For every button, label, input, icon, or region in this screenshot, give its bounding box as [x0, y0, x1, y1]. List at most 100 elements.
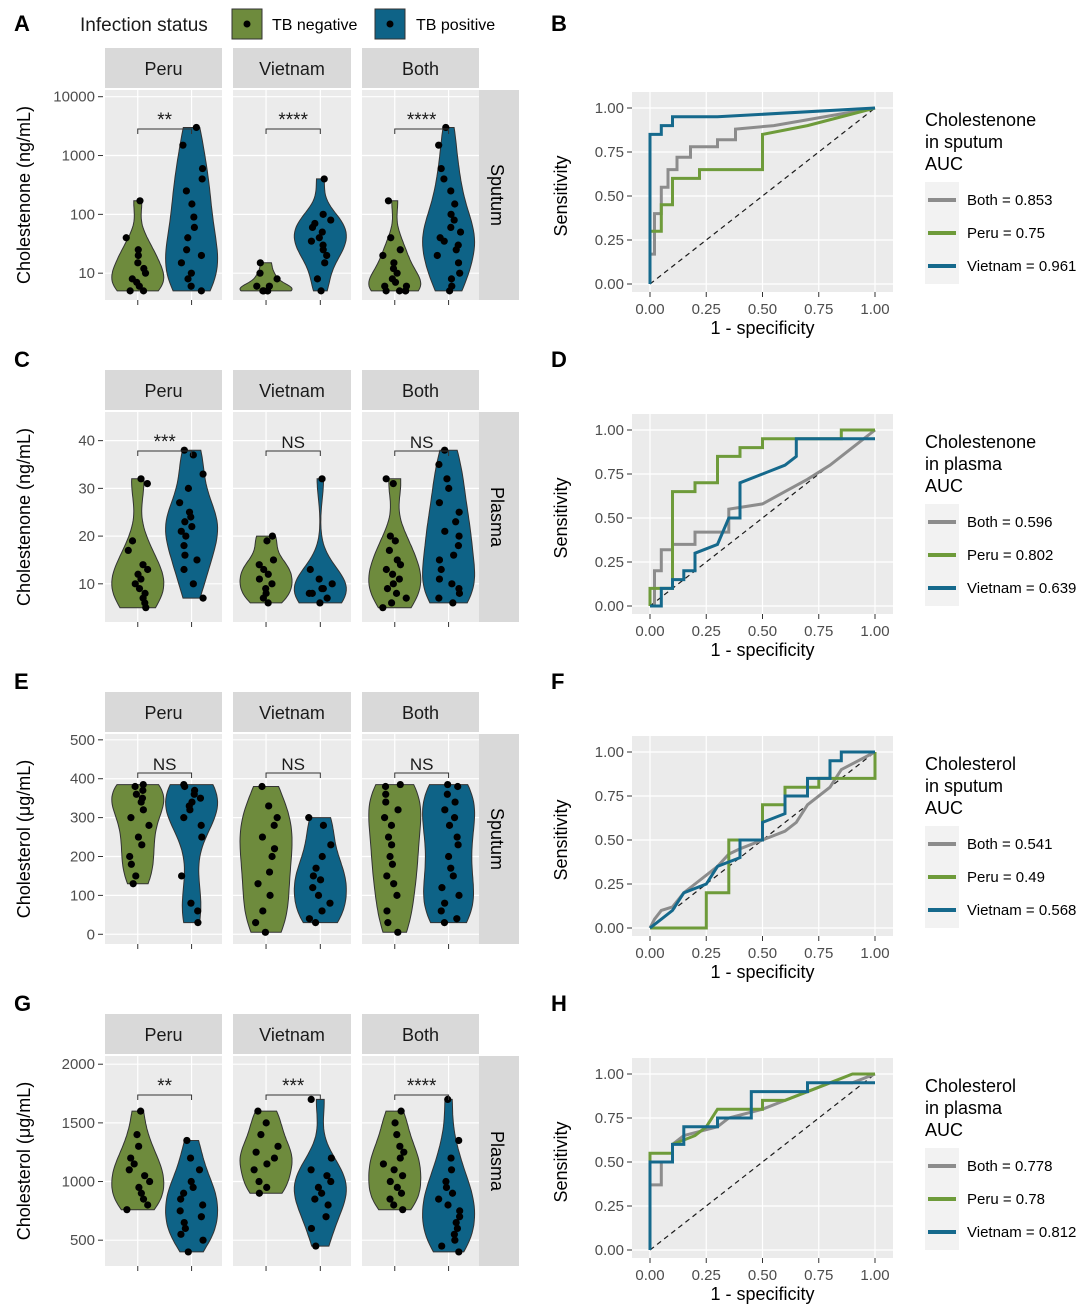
y-axis-label: Sensitivity	[551, 155, 571, 236]
data-point-positive	[199, 470, 207, 478]
data-point-positive	[188, 798, 196, 806]
data-point-negative	[265, 282, 273, 290]
data-point-negative	[138, 841, 146, 849]
data-point-negative	[383, 584, 392, 593]
data-point-positive	[314, 1183, 323, 1191]
data-point-negative	[396, 1154, 404, 1162]
data-point-positive	[199, 1236, 207, 1244]
data-point-positive	[194, 907, 202, 915]
data-point-negative	[255, 1189, 263, 1197]
data-point-negative	[126, 852, 134, 861]
data-point-positive	[312, 864, 320, 872]
y-tick-label: 10	[78, 265, 95, 282]
reference-diagonal	[649, 751, 876, 929]
data-point-positive	[328, 580, 336, 588]
data-point-positive	[437, 565, 445, 574]
significance-label: NS	[281, 433, 305, 452]
x-tick-label: 1.00	[860, 945, 889, 962]
roc-curve-vietnam	[648, 106, 876, 284]
data-point-negative	[396, 1142, 404, 1150]
roc-legend-label: Peru = 0.75	[967, 225, 1045, 242]
data-point-positive	[441, 806, 449, 814]
significance-bracket	[394, 128, 450, 134]
data-point-negative	[263, 537, 271, 545]
data-point-positive	[319, 584, 327, 593]
data-point-positive	[444, 852, 453, 861]
data-point-negative	[262, 1119, 270, 1127]
data-point-positive	[326, 899, 334, 907]
data-point-positive	[309, 884, 317, 892]
data-point-negative	[391, 1119, 399, 1127]
data-point-negative	[129, 880, 137, 888]
significance-label: ****	[407, 110, 437, 131]
data-point-positive	[189, 1183, 197, 1191]
data-point-positive	[190, 223, 198, 232]
data-point-positive	[438, 1242, 446, 1250]
data-point-positive	[319, 241, 327, 249]
data-point-negative	[139, 806, 147, 814]
x-tick-label: 0.50	[748, 1267, 777, 1284]
data-point-positive	[312, 1242, 320, 1250]
data-point-negative	[386, 1177, 394, 1186]
data-point-negative	[260, 565, 268, 574]
y-tick-label: 0.50	[595, 188, 624, 205]
data-point-negative	[143, 479, 151, 488]
data-point-negative	[387, 234, 395, 242]
row-strip	[479, 412, 519, 622]
data-point-positive	[311, 919, 320, 927]
data-point-positive	[455, 1136, 463, 1145]
data-point-positive	[180, 565, 188, 574]
data-point-positive	[456, 1213, 464, 1221]
data-point-positive	[180, 1189, 188, 1197]
data-point-negative	[131, 782, 139, 791]
data-point-negative	[254, 880, 262, 888]
row-strip-label: Sputum	[487, 808, 507, 870]
data-point-positive	[321, 259, 329, 267]
panel-letter: H	[551, 991, 567, 1016]
x-tick-label: 0.00	[635, 945, 664, 962]
data-point-positive	[440, 175, 448, 183]
data-point-positive	[448, 282, 456, 290]
data-point-negative	[380, 814, 389, 822]
data-point-positive	[448, 580, 456, 588]
data-point-negative	[255, 575, 264, 583]
data-point-negative	[402, 282, 411, 290]
data-point-positive	[193, 556, 201, 564]
data-point-positive	[454, 542, 463, 550]
data-point-positive	[455, 891, 463, 899]
roc-legend-title: AUC	[925, 154, 963, 174]
roc-legend-title: Cholestenone	[925, 432, 1036, 452]
data-point-negative	[399, 1206, 407, 1214]
x-tick-label: 1.00	[860, 1267, 889, 1284]
data-point-positive	[199, 1201, 207, 1209]
data-point-positive	[455, 1248, 463, 1256]
data-point-negative	[258, 782, 266, 791]
data-point-negative	[390, 1166, 398, 1174]
y-tick-label: 1000	[62, 148, 95, 165]
data-point-negative	[397, 1189, 406, 1197]
data-point-positive	[196, 794, 205, 802]
data-point-positive	[178, 872, 186, 880]
data-point-positive	[307, 1224, 316, 1233]
data-point-negative	[252, 919, 260, 927]
data-point-positive	[181, 551, 189, 559]
data-point-negative	[270, 1154, 279, 1162]
data-point-positive	[309, 872, 317, 880]
data-point-positive	[454, 259, 463, 267]
y-tick-label: 500	[70, 1232, 95, 1249]
data-point-negative	[383, 872, 391, 880]
roc-legend-title: in plasma	[925, 454, 1003, 474]
x-tick-label: 0.75	[804, 945, 833, 962]
data-point-negative	[127, 860, 135, 868]
data-point-positive	[197, 1213, 205, 1221]
data-point-positive	[197, 821, 205, 829]
x-tick-label: 0.25	[692, 945, 721, 962]
data-point-positive	[435, 594, 443, 602]
roc-curve-vietnam	[649, 750, 875, 930]
row-strip	[479, 734, 519, 944]
data-point-positive	[320, 175, 328, 183]
data-point-positive	[441, 527, 449, 535]
significance-bracket	[137, 1094, 193, 1100]
x-tick-label: 0.50	[748, 623, 777, 640]
data-point-negative	[385, 546, 394, 555]
